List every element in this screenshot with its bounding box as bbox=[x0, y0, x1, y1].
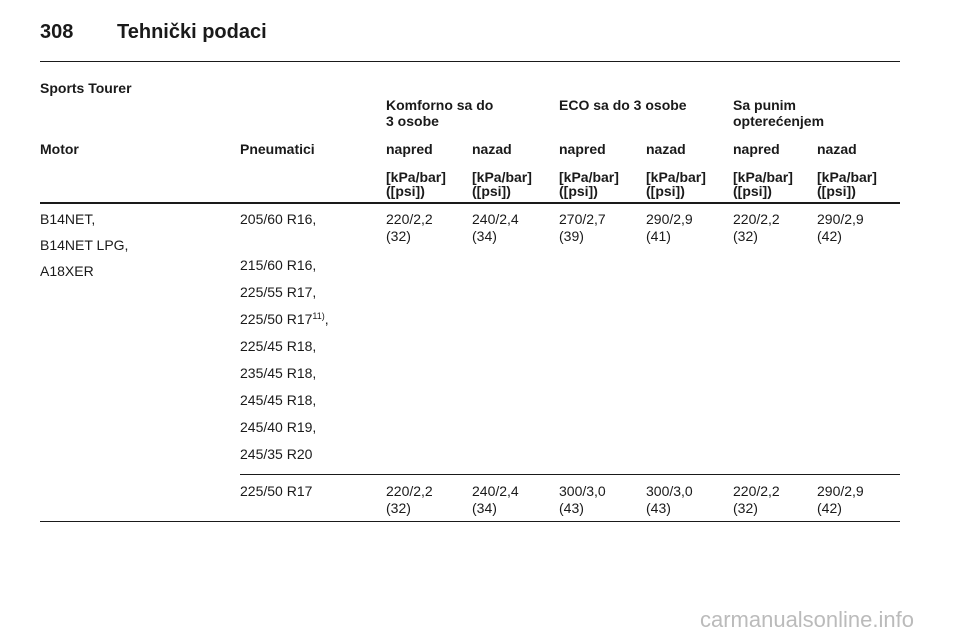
tire: 235/45 R18, bbox=[240, 365, 316, 381]
pressure-value: (42) bbox=[817, 500, 842, 516]
group-header: opterećenjem bbox=[733, 113, 825, 129]
pressure-value: (41) bbox=[646, 228, 671, 244]
tire-size: 205/60 R16, bbox=[240, 211, 317, 227]
unit-label: ([psi]) bbox=[817, 183, 856, 199]
unit-label: ([psi]) bbox=[733, 183, 772, 199]
pressure-value: 220/2,2 bbox=[386, 211, 433, 227]
tire-size: 225/50 R17 bbox=[240, 483, 313, 499]
unit-label: ([psi]) bbox=[646, 183, 685, 199]
pressure-value: 300/3,0 bbox=[646, 483, 693, 499]
unit-label: ([psi]) bbox=[386, 183, 425, 199]
pressure-value: 270/2,7 bbox=[559, 211, 606, 227]
pressure-value: 240/2,4 bbox=[472, 211, 519, 227]
tire: 225/50 R17 bbox=[240, 483, 312, 499]
pressure-value: (34) bbox=[472, 228, 497, 244]
unit-label: [kPa/bar] bbox=[733, 169, 793, 185]
row-rule bbox=[40, 521, 900, 522]
pressure-value: 220/2,2 bbox=[733, 483, 780, 499]
pressure-value: (34) bbox=[472, 500, 497, 516]
tire-size: 225/45 R18, bbox=[240, 338, 317, 354]
unit-label: ([psi]) bbox=[559, 183, 598, 199]
column-header: napred bbox=[386, 141, 433, 157]
punctuation: , bbox=[324, 311, 329, 327]
pressure-value: (42) bbox=[817, 228, 842, 244]
tire-size: 225/50 R17 bbox=[240, 311, 313, 327]
footnote: 11) bbox=[312, 311, 325, 321]
tire: 225/45 R18, bbox=[240, 338, 316, 354]
tire: 225/55 R17, bbox=[240, 284, 316, 300]
pressure-value: 220/2,2 bbox=[386, 483, 433, 499]
tire: 205/60 R16, bbox=[240, 211, 316, 227]
motor: A18XER bbox=[40, 263, 94, 279]
column-header: nazad bbox=[472, 141, 512, 157]
page-number: 308 bbox=[40, 21, 74, 43]
pressure-value: (32) bbox=[386, 228, 411, 244]
motor: B14NET LPG, bbox=[40, 237, 129, 253]
unit-label: [kPa/bar] bbox=[646, 169, 706, 185]
tire-size: 225/55 R17, bbox=[240, 284, 317, 300]
tire: 245/40 R19, bbox=[240, 419, 316, 435]
row-rule bbox=[240, 474, 900, 475]
group-header: 3 osobe bbox=[386, 113, 439, 129]
header-rule bbox=[40, 61, 900, 62]
unit-label: [kPa/bar] bbox=[559, 169, 619, 185]
unit-label: [kPa/bar] bbox=[386, 169, 446, 185]
tire-size: 245/40 R19, bbox=[240, 419, 317, 435]
column-header: nazad bbox=[817, 141, 857, 157]
watermark: carmanualsonline.info bbox=[699, 607, 914, 632]
tire-size: 245/45 R18, bbox=[240, 392, 317, 408]
group-header: Sa punim bbox=[733, 97, 797, 113]
page-title: Tehnički podaci bbox=[117, 21, 267, 43]
group-header: ECO sa do 3 osobe bbox=[559, 97, 687, 113]
tire: 245/45 R18, bbox=[240, 392, 316, 408]
motor: B14NET, bbox=[40, 211, 96, 227]
tire-size: 245/35 R20 bbox=[240, 446, 313, 462]
tire-size: 215/60 R16, bbox=[240, 257, 317, 273]
pressure-value: (43) bbox=[646, 500, 671, 516]
tire-size: 235/45 R18, bbox=[240, 365, 317, 381]
column-header: napred bbox=[559, 141, 606, 157]
section-title: Sports Tourer bbox=[40, 80, 132, 96]
pressure-value: 300/3,0 bbox=[559, 483, 606, 499]
tire: 215/60 R16, bbox=[240, 257, 316, 273]
group-header: Komforno sa do bbox=[386, 97, 494, 113]
pressure-value: (39) bbox=[559, 228, 584, 244]
unit-label: ([psi]) bbox=[472, 183, 511, 199]
unit-label: [kPa/bar] bbox=[472, 169, 532, 185]
tire: 225/50 R1711), bbox=[240, 311, 329, 327]
column-header: nazad bbox=[646, 141, 686, 157]
unit-label: [kPa/bar] bbox=[817, 169, 877, 185]
pressure-value: 290/2,9 bbox=[817, 483, 864, 499]
pressure-value: 290/2,9 bbox=[817, 211, 864, 227]
column-header: napred bbox=[733, 141, 780, 157]
column-header: Motor bbox=[40, 141, 79, 157]
pressure-value: (32) bbox=[733, 500, 758, 516]
pressure-value: 240/2,4 bbox=[472, 483, 519, 499]
pressure-value: (32) bbox=[386, 500, 411, 516]
pressure-value: (43) bbox=[559, 500, 584, 516]
pressure-value: 290/2,9 bbox=[646, 211, 693, 227]
column-header: Pneumatici bbox=[240, 141, 315, 157]
pressure-value: 220/2,2 bbox=[733, 211, 780, 227]
tire: 245/35 R20 bbox=[240, 446, 312, 462]
pressure-value: (32) bbox=[733, 228, 758, 244]
table-head-rule bbox=[40, 202, 900, 204]
